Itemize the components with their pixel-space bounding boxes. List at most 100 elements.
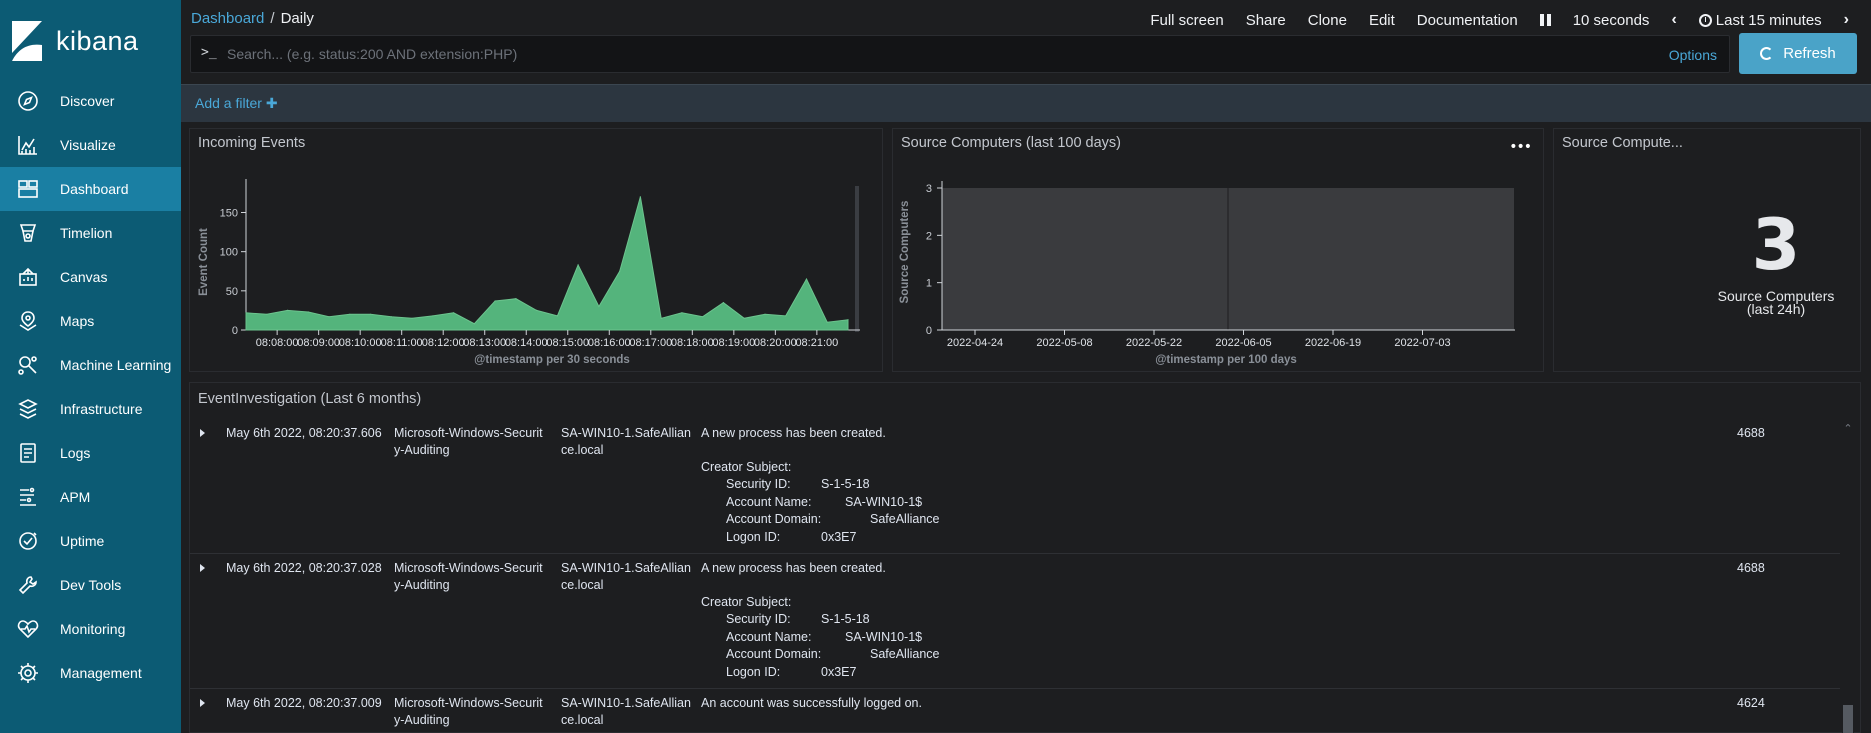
next-time-button[interactable]: ›	[1844, 11, 1849, 29]
brand-name: kibana	[56, 25, 139, 56]
sidebar-item-label: Uptime	[60, 533, 105, 549]
expand-row-icon[interactable]	[200, 564, 205, 572]
detail-key: Account Name:	[726, 494, 812, 509]
refresh-icon	[1760, 47, 1774, 60]
refresh-interval[interactable]: 10 seconds	[1572, 11, 1650, 29]
x-tick-label: 2022-07-03	[1394, 337, 1450, 349]
sidebar-item-canvas[interactable]: Canvas	[0, 255, 181, 299]
data-point	[556, 315, 558, 317]
expand-row-icon[interactable]	[200, 699, 205, 707]
clock-icon	[1698, 13, 1712, 27]
sidebar-item-monitoring[interactable]: Monitoring	[0, 607, 181, 651]
pause-icon	[1539, 14, 1551, 26]
cell-text: ce.local	[561, 713, 604, 727]
pause-button[interactable]	[1539, 14, 1551, 26]
sidebar-item-uptime[interactable]: Uptime	[0, 519, 181, 563]
table-row[interactable]: May 6th 2022, 08:20:37.009 Microsoft-Wind…	[190, 689, 1840, 732]
sidebar-item-timelion[interactable]: Timelion	[0, 211, 181, 255]
y-tick-label: 100	[220, 247, 238, 259]
cell-text: SA-WIN10-1.SafeAllian	[561, 561, 691, 575]
sidebar-item-maps[interactable]: Maps	[0, 299, 181, 343]
x-tick-label: 08:17:00	[629, 337, 672, 349]
add-filter-button[interactable]: Add a filter ✚	[195, 95, 278, 111]
main-area: Dashboard / Daily Full screen Share Clone …	[181, 0, 1871, 733]
detail-key: Logon ID:	[726, 664, 781, 679]
maps-icon	[16, 309, 40, 333]
x-tick-label: 08:16:00	[588, 337, 631, 349]
event-investigation-panel: EventInvestigation (Last 6 months) May 6…	[189, 382, 1861, 733]
sidebar-item-label: Timelion	[60, 225, 113, 241]
x-tick-label: 2022-06-19	[1305, 337, 1361, 349]
uptime-icon	[16, 529, 40, 553]
filter-bar: Add a filter ✚	[181, 84, 1871, 122]
scroll-up-icon[interactable]: ⌃	[1843, 422, 1853, 435]
panel-options-icon[interactable]: •••	[1509, 139, 1532, 155]
sidebar-item-infrastructure[interactable]: Infrastructure	[0, 387, 181, 431]
table-row[interactable]: May 6th 2022, 08:20:37.028 Microsoft-Wind…	[190, 554, 1840, 689]
sidebar-item-label: Visualize	[60, 137, 116, 153]
sidebar-item-label: Logs	[60, 445, 91, 461]
previous-time-button[interactable]: ‹	[1671, 11, 1676, 29]
time-range-label: Last 15 minutes	[1715, 11, 1822, 29]
cell-text: Microsoft-Windows-Securit	[394, 561, 543, 575]
cell-text: y-Auditing	[394, 713, 450, 727]
sidebar-item-apm[interactable]: APM	[0, 475, 181, 519]
share-button[interactable]: Share	[1245, 11, 1286, 29]
documentation-button[interactable]: Documentation	[1416, 11, 1518, 29]
cell-message: A new process has been created.	[701, 426, 886, 440]
sidebar-item-discover[interactable]: Discover	[0, 79, 181, 123]
kibana-logo[interactable]: kibana	[10, 18, 170, 64]
cell-text: ce.local	[561, 578, 604, 592]
full-screen-button[interactable]: Full screen	[1150, 11, 1224, 29]
data-point	[619, 270, 621, 272]
sidebar: kibana Discover Visualize Dashboard Timelio…	[0, 0, 181, 733]
y-axis-label: Event Count	[198, 228, 210, 296]
edit-button[interactable]: Edit	[1368, 11, 1395, 29]
sidebar-item-logs[interactable]: Logs	[0, 431, 181, 475]
sidebar-item-visualize[interactable]: Visualize	[0, 123, 181, 167]
data-point	[598, 305, 600, 308]
breadcrumb: Dashboard / Daily	[191, 10, 314, 27]
detail-value: SA-WIN10-1$	[845, 494, 923, 509]
infrastructure-icon	[16, 397, 40, 421]
expand-row-icon[interactable]	[200, 429, 205, 437]
x-tick-label: 2022-05-22	[1126, 337, 1182, 349]
sidebar-item-dev-tools[interactable]: Dev Tools	[0, 563, 181, 607]
detail-key: Account Domain:	[726, 647, 822, 661]
y-tick-label: 1	[926, 278, 932, 290]
data-point	[473, 323, 475, 325]
data-point	[702, 316, 704, 318]
data-point	[328, 316, 330, 318]
scrollbar-thumb[interactable]	[1843, 705, 1853, 733]
x-tick-label: 2022-04-24	[947, 337, 1003, 349]
x-tick-label: 08:20:00	[754, 337, 797, 349]
breadcrumb-dashboard-link[interactable]: Dashboard	[191, 10, 265, 27]
data-point	[847, 319, 849, 321]
sidebar-item-management[interactable]: Management	[0, 651, 181, 695]
detail-key: Security ID:	[726, 612, 791, 626]
y-tick-label: 0	[232, 325, 238, 337]
source-computers-panel: Source Computers (last 100 days) ••• 0 1 2…	[892, 128, 1544, 372]
options-button[interactable]: Options	[1668, 47, 1717, 63]
logs-icon	[16, 441, 40, 465]
clone-button[interactable]: Clone	[1307, 11, 1347, 29]
detail-key: Security ID:	[726, 477, 791, 491]
sidebar-item-machine-learning[interactable]: Machine Learning	[0, 343, 181, 387]
sidebar-item-label: Discover	[60, 93, 115, 109]
cell-event-id: 4688	[1737, 426, 1765, 440]
detail-value: 0x3E7	[821, 664, 857, 679]
sidebar-item-label: Machine Learning	[60, 357, 172, 373]
sidebar-item-dashboard[interactable]: Dashboard	[0, 167, 181, 211]
table-row[interactable]: May 6th 2022, 08:20:37.606 Microsoft-Wind…	[190, 419, 1840, 554]
cell-text: ce.local	[561, 443, 604, 457]
table-scrollbar[interactable]	[1842, 420, 1854, 733]
search-input[interactable]	[227, 44, 1427, 64]
refresh-button[interactable]: Refresh	[1739, 33, 1857, 74]
detail-value: S-1-5-18	[821, 612, 870, 626]
top-bar: Dashboard / Daily Full screen Share Clone …	[181, 0, 1871, 84]
time-picker[interactable]: Last 15 minutes	[1698, 11, 1822, 29]
monitoring-icon	[16, 617, 40, 641]
y-tick-label: 3	[926, 183, 932, 195]
cell-timestamp: May 6th 2022, 08:20:37.009	[226, 696, 382, 710]
message-subject: Creator Subject:	[701, 595, 792, 609]
